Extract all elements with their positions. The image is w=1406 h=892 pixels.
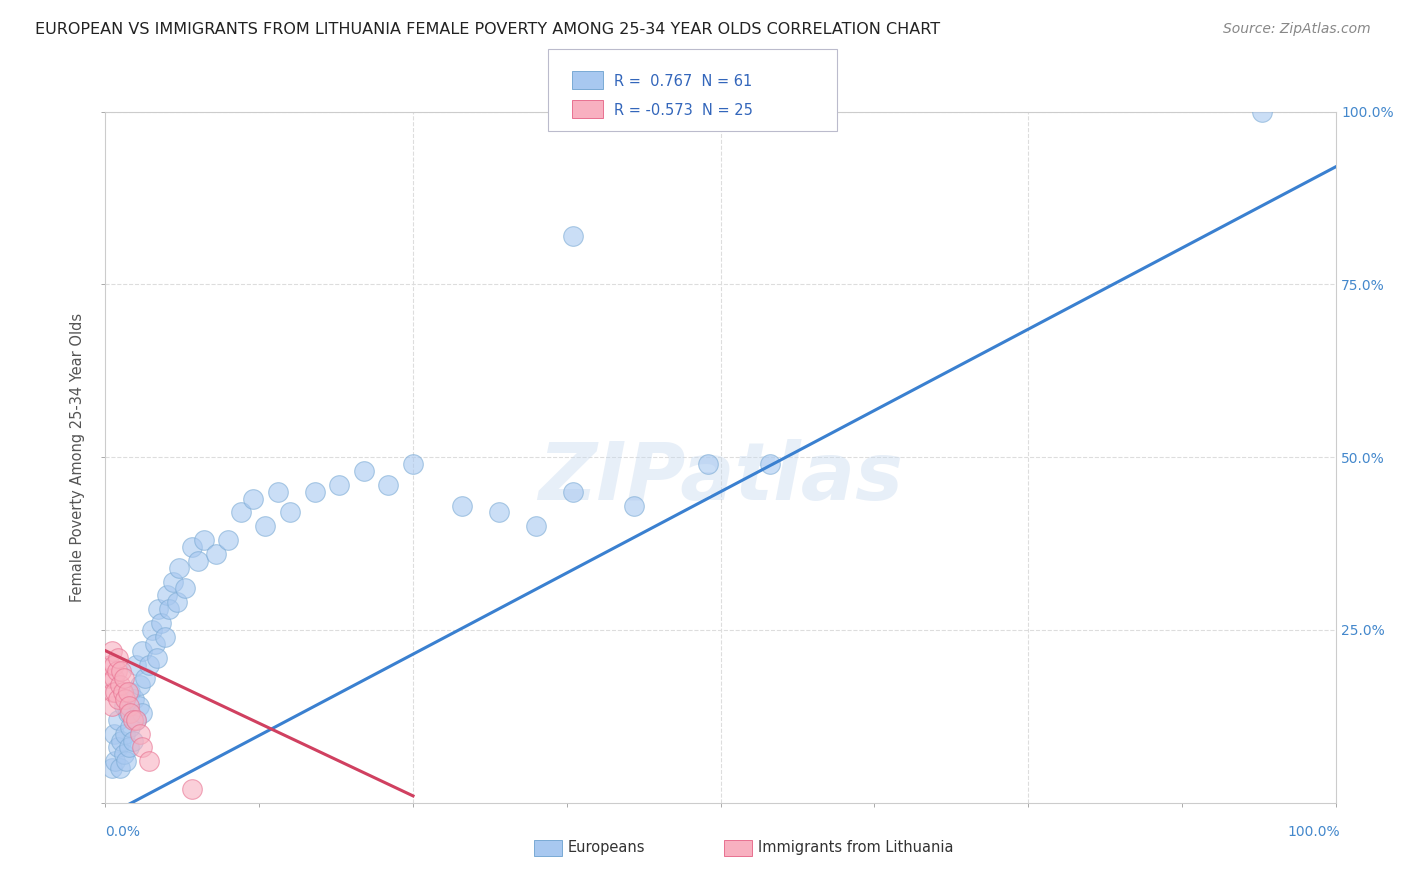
Text: Europeans: Europeans bbox=[568, 840, 645, 855]
Point bbox=[112, 672, 135, 686]
Point bbox=[377, 478, 399, 492]
Point bbox=[131, 644, 153, 658]
Text: R = -0.573  N = 25: R = -0.573 N = 25 bbox=[614, 103, 754, 118]
Point bbox=[562, 484, 585, 499]
Text: 100.0%: 100.0% bbox=[1288, 825, 1340, 839]
Point bbox=[98, 672, 121, 686]
Point bbox=[125, 657, 148, 672]
Point bbox=[524, 519, 547, 533]
Point bbox=[111, 685, 134, 699]
Point bbox=[122, 692, 145, 706]
Point bbox=[229, 505, 252, 519]
Point bbox=[180, 540, 202, 554]
Point bbox=[114, 726, 136, 740]
Text: Source: ZipAtlas.com: Source: ZipAtlas.com bbox=[1223, 22, 1371, 37]
Point bbox=[131, 706, 153, 720]
Point bbox=[174, 582, 197, 596]
Point bbox=[254, 519, 277, 533]
Point bbox=[328, 478, 350, 492]
Point bbox=[100, 699, 122, 714]
Point bbox=[112, 747, 135, 762]
Point bbox=[169, 561, 191, 575]
Point bbox=[267, 484, 290, 499]
Point bbox=[107, 692, 129, 706]
Point bbox=[353, 464, 375, 478]
Point bbox=[117, 706, 139, 720]
Text: 0.0%: 0.0% bbox=[105, 825, 141, 839]
Point bbox=[180, 781, 202, 797]
Point bbox=[488, 505, 510, 519]
Point bbox=[402, 457, 425, 471]
Point bbox=[125, 713, 148, 727]
Point bbox=[562, 229, 585, 244]
Point bbox=[242, 491, 264, 506]
Point bbox=[125, 713, 148, 727]
Point bbox=[117, 685, 139, 699]
Point bbox=[98, 657, 122, 672]
Point bbox=[114, 692, 136, 706]
Point bbox=[100, 644, 122, 658]
Point bbox=[278, 505, 301, 519]
Point bbox=[187, 554, 209, 568]
Point bbox=[1251, 104, 1274, 119]
Point bbox=[138, 755, 160, 769]
Point bbox=[218, 533, 240, 548]
Point bbox=[105, 665, 128, 679]
Point bbox=[107, 740, 129, 755]
Point bbox=[112, 699, 135, 714]
Point bbox=[138, 657, 160, 672]
Point bbox=[120, 706, 141, 720]
Point bbox=[128, 699, 150, 714]
Point bbox=[104, 685, 127, 699]
Point bbox=[120, 685, 141, 699]
Point bbox=[115, 755, 138, 769]
Point bbox=[205, 547, 228, 561]
Point bbox=[110, 733, 132, 747]
Text: R =  0.767  N = 61: R = 0.767 N = 61 bbox=[614, 74, 752, 89]
Point bbox=[107, 650, 129, 665]
Point bbox=[759, 457, 782, 471]
Point bbox=[103, 726, 125, 740]
Point bbox=[156, 589, 179, 603]
Point bbox=[697, 457, 720, 471]
Point bbox=[146, 650, 169, 665]
Point bbox=[129, 726, 152, 740]
Point bbox=[148, 602, 170, 616]
Point bbox=[143, 637, 166, 651]
Point bbox=[162, 574, 184, 589]
Point bbox=[149, 615, 172, 630]
Point bbox=[121, 713, 143, 727]
Point bbox=[451, 499, 474, 513]
Point bbox=[110, 665, 132, 679]
Point bbox=[110, 761, 132, 775]
Point bbox=[131, 740, 153, 755]
Point bbox=[623, 499, 645, 513]
Point bbox=[101, 685, 124, 699]
Point bbox=[120, 720, 141, 734]
Point bbox=[141, 623, 163, 637]
Point bbox=[103, 657, 125, 672]
Point bbox=[103, 672, 125, 686]
Point bbox=[134, 672, 156, 686]
Point bbox=[166, 595, 188, 609]
Point bbox=[118, 740, 141, 755]
Text: Immigrants from Lithuania: Immigrants from Lithuania bbox=[758, 840, 953, 855]
Point bbox=[129, 678, 152, 692]
Text: ZIPatlas: ZIPatlas bbox=[538, 439, 903, 516]
Point bbox=[110, 678, 132, 692]
Point bbox=[104, 755, 127, 769]
Point bbox=[100, 761, 122, 775]
Text: EUROPEAN VS IMMIGRANTS FROM LITHUANIA FEMALE POVERTY AMONG 25-34 YEAR OLDS CORRE: EUROPEAN VS IMMIGRANTS FROM LITHUANIA FE… bbox=[35, 22, 941, 37]
Point bbox=[121, 733, 143, 747]
Point bbox=[107, 713, 129, 727]
Point bbox=[159, 602, 180, 616]
Point bbox=[118, 699, 141, 714]
Point bbox=[193, 533, 215, 548]
Y-axis label: Female Poverty Among 25-34 Year Olds: Female Poverty Among 25-34 Year Olds bbox=[70, 312, 86, 602]
Point bbox=[153, 630, 176, 644]
Point bbox=[304, 484, 326, 499]
